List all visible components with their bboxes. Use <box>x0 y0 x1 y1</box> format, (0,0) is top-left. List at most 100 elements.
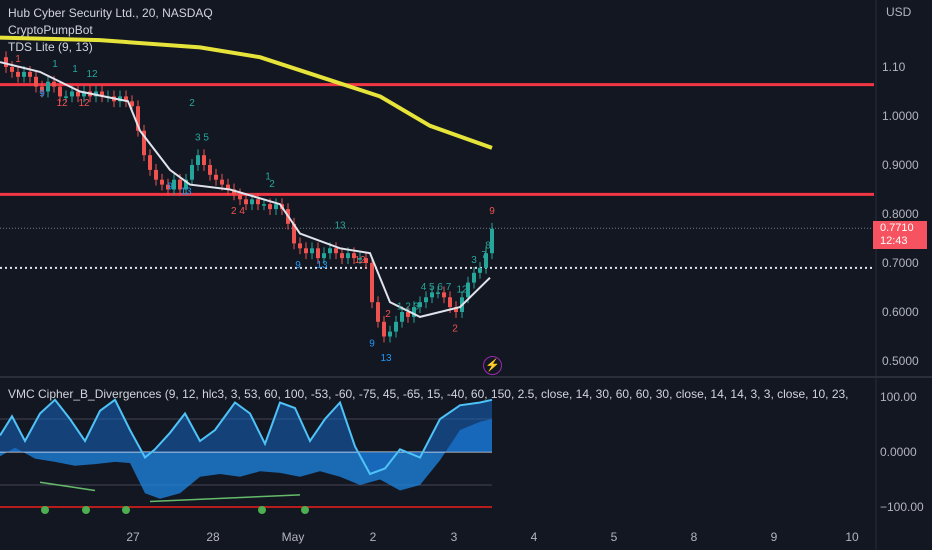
oscillator-tick-label: −100.00 <box>880 500 924 514</box>
candle-body <box>82 91 86 97</box>
candle-body <box>232 189 236 195</box>
candle-body <box>346 253 350 259</box>
time-axis[interactable]: 27 28 May 2 3 4 5 8 9 10 <box>126 530 859 544</box>
time-tick-label: 4 <box>531 530 538 544</box>
candle-body <box>322 253 326 259</box>
td-count-label: 12 <box>86 69 98 80</box>
candle-body <box>226 184 230 190</box>
symbol-title[interactable]: Hub Cyber Security Ltd., 20, NASDAQ <box>8 6 213 20</box>
candle-body <box>28 71 32 77</box>
candle-body <box>52 81 56 87</box>
td-count-label: 13 <box>316 260 328 271</box>
candle-body <box>268 204 272 210</box>
candle-body <box>202 155 206 165</box>
td-count-label: 2 <box>385 309 391 320</box>
td-count-label: 2 <box>189 98 195 109</box>
td-count-label: 1 <box>72 64 78 75</box>
last-price-badge: 0.7710 12:43 <box>873 221 927 249</box>
td-count-label: 1 <box>52 59 58 70</box>
candle-body <box>208 165 212 175</box>
price-tick-label: 1.0000 <box>882 109 919 123</box>
candle-body <box>490 228 494 254</box>
td-count-label: 3 5 <box>195 133 209 144</box>
time-tick-label: 9 <box>771 530 778 544</box>
candle-body <box>214 174 218 180</box>
last-price: 0.7710 <box>880 222 914 234</box>
price-tick-label: 1.10 <box>882 60 906 74</box>
divergence-line <box>39 481 96 492</box>
time-tick-label: 10 <box>845 530 859 544</box>
time-tick-label: 8 <box>691 530 698 544</box>
td-count-label: 4 5 6 7 <box>421 282 452 293</box>
buy-signal-dot <box>301 506 309 514</box>
td-count-label: 8 <box>485 240 491 251</box>
candle-body <box>466 282 470 298</box>
candle-body <box>130 101 134 107</box>
candle-body <box>136 106 140 131</box>
candle-body <box>196 155 200 165</box>
td-count-label: 13 <box>380 353 392 364</box>
candle-body <box>154 169 158 180</box>
candle-body <box>448 297 452 308</box>
candle-body <box>298 243 302 249</box>
candle-body <box>4 57 8 67</box>
oscillator-title[interactable]: VMC Cipher_B_Divergences (9, 12, hlc3, 3… <box>8 387 849 401</box>
wave-area <box>0 419 492 499</box>
candle-body <box>310 248 314 254</box>
candle-body <box>304 248 308 254</box>
candle-body <box>166 184 170 190</box>
td-count-label: 2 4 <box>231 206 245 217</box>
candle-body <box>328 248 332 254</box>
price-tick-label: 0.5000 <box>882 354 919 368</box>
candle-body <box>478 267 482 273</box>
moving-averages <box>0 35 493 318</box>
candle-body <box>160 179 164 185</box>
buy-signal-dot <box>82 506 90 514</box>
candle-body <box>64 96 68 98</box>
price-tick-label: 0.8000 <box>882 207 919 221</box>
indicator-tds-lite[interactable]: TDS Lite (9, 13) <box>8 40 93 54</box>
lightning-icon[interactable]: ⚡ <box>483 356 502 375</box>
candle-body <box>352 253 356 259</box>
candle-body <box>418 302 422 308</box>
candle-body <box>274 204 278 210</box>
candle-body <box>400 312 404 322</box>
candle-body <box>220 179 224 185</box>
time-tick-label: 27 <box>126 530 140 544</box>
td-count-label: 1 2 3 <box>397 302 420 313</box>
td-count-label: 12 <box>56 98 68 109</box>
td-count-label: 1 <box>265 172 271 183</box>
td-count-label: 1 <box>15 54 21 65</box>
candle-body <box>124 96 128 102</box>
time-tick-label: 5 <box>611 530 618 544</box>
fast-wave-area <box>0 399 492 474</box>
candle-body <box>340 253 344 259</box>
td-count-label: 3 <box>471 255 477 266</box>
candle-body <box>436 292 440 294</box>
candle-body <box>256 199 260 205</box>
candle-series <box>4 51 494 343</box>
candle-body <box>316 248 320 259</box>
candle-body <box>292 223 296 244</box>
candle-body <box>334 248 338 254</box>
indicator-cryptopumpbot[interactable]: CryptoPumpBot <box>8 23 93 37</box>
candle-body <box>46 81 50 92</box>
long-moving-average <box>0 35 493 150</box>
time-tick-label: May <box>282 530 305 544</box>
candle-body <box>58 86 62 97</box>
time-tick-label: 2 <box>370 530 377 544</box>
td-count-label: 2 <box>452 324 458 335</box>
fast-wave-line <box>0 398 493 476</box>
time-tick-label: 3 <box>451 530 458 544</box>
oscillator-pane <box>0 398 493 514</box>
candle-body <box>238 194 242 200</box>
candle-body <box>406 312 410 317</box>
price-tick-label: 0.7000 <box>882 256 919 270</box>
td-count-label: 13 <box>180 186 192 197</box>
candle-body <box>442 292 446 298</box>
td-count-label: 13 <box>334 221 346 232</box>
price-axis[interactable]: 1.10 1.0000 0.9000 0.8000 0.7000 0.6000 0.5000… <box>880 5 924 514</box>
candle-body <box>10 67 14 72</box>
